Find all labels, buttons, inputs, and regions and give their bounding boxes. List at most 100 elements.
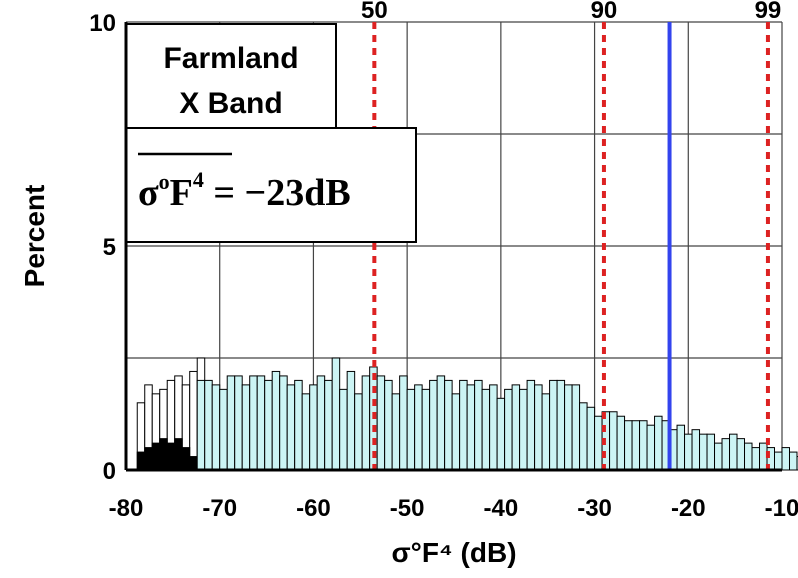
formula-exponent: 4 — [193, 167, 204, 192]
bar-main-58 — [631, 420, 641, 471]
box-line-1: Farmland — [163, 42, 298, 75]
bar-main-35 — [459, 379, 468, 471]
bar-main-40 — [496, 397, 506, 471]
bar-main-36 — [466, 384, 476, 471]
x-tick-label-6: -20 — [671, 495, 706, 522]
bar-main-44 — [526, 379, 536, 471]
bar-main-28 — [406, 388, 416, 471]
y-tick-label-2: 10 — [89, 10, 116, 37]
bar-main-42 — [511, 384, 521, 471]
bar-main-30 — [421, 388, 431, 471]
bar-main-9 — [264, 379, 273, 471]
bar-main-55 — [609, 411, 618, 471]
bar-main-56 — [616, 415, 626, 471]
y-tick-label-0: 0 — [103, 458, 116, 485]
reference-lines: 50 90 99 — [361, 0, 781, 470]
bar-main-66 — [691, 429, 701, 471]
bar-main-6 — [241, 384, 251, 471]
bar-main-77 — [774, 451, 783, 471]
bar-main-22 — [361, 375, 371, 471]
percentile-label-2: 99 — [755, 0, 782, 24]
bar-main-52 — [586, 406, 596, 471]
bar-main-24 — [376, 375, 386, 471]
bar-main-57 — [624, 420, 633, 471]
bar-main-15 — [309, 384, 318, 471]
formula-degree: o — [159, 169, 170, 194]
bar-main-71 — [729, 433, 738, 471]
bar-main-79 — [788, 451, 798, 471]
bar-solid-6 — [181, 447, 191, 471]
bar-main-4 — [226, 375, 236, 471]
x-tick-label-4: -40 — [484, 495, 519, 522]
bar-main-69 — [714, 442, 723, 471]
bar-main-80 — [796, 456, 798, 471]
bar-main-17 — [324, 379, 333, 471]
bar-main-45 — [534, 384, 543, 471]
bar-main-75 — [759, 442, 768, 471]
bar-main-34 — [451, 393, 461, 471]
x-axis-title: σ°F⁴ (dB) — [391, 537, 516, 568]
bar-solid-3 — [159, 438, 168, 471]
bar-main-3 — [219, 388, 228, 471]
box-line-2: X Band — [179, 87, 282, 120]
bar-main-2 — [211, 384, 221, 471]
bar-main-0 — [196, 379, 206, 471]
bar-main-43 — [519, 388, 528, 471]
bar-main-5 — [234, 375, 243, 471]
bar-main-65 — [684, 433, 693, 471]
bar-main-25 — [384, 379, 393, 471]
percentile-label-0: 50 — [361, 0, 388, 24]
bar-main-20 — [346, 370, 356, 471]
formula-sigma: σ — [138, 172, 159, 214]
bar-main-51 — [579, 402, 588, 471]
bar-main-37 — [474, 379, 483, 471]
bar-main-50 — [571, 384, 581, 471]
bar-main-29 — [414, 384, 423, 471]
bar-main-21 — [354, 393, 363, 471]
x-tick-label-0: -80 — [109, 495, 144, 522]
mean-box — [125, 127, 417, 243]
annotation-boxes: Farmland X Band σoF4 = −23dB — [125, 23, 417, 243]
bar-main-78 — [781, 447, 790, 471]
bar-open-7 — [189, 370, 198, 471]
bar-solid-1 — [144, 447, 153, 471]
bar-main-12 — [286, 384, 296, 471]
percentile-label-1: 90 — [591, 0, 618, 24]
mean-formula: σoF4 = −23dB — [138, 167, 351, 214]
x-tick-label-1: -70 — [202, 495, 237, 522]
bar-main-61 — [654, 415, 663, 471]
bar-main-47 — [549, 379, 558, 471]
bar-main-48 — [556, 379, 566, 471]
formula-f: F — [170, 172, 193, 214]
bar-solid-5 — [174, 438, 183, 471]
bar-main-1 — [204, 379, 213, 471]
bar-main-32 — [436, 375, 446, 471]
y-tick-label-1: 5 — [103, 234, 116, 261]
bar-main-59 — [639, 420, 648, 471]
bar-main-70 — [721, 438, 731, 471]
bar-main-27 — [399, 375, 408, 471]
x-tick-label-3: -50 — [390, 495, 425, 522]
bar-main-46 — [541, 393, 551, 471]
bar-main-68 — [706, 433, 716, 471]
bar-main-16 — [316, 375, 326, 471]
bar-main-49 — [564, 384, 573, 471]
bar-main-60 — [646, 424, 656, 471]
bar-main-41 — [504, 388, 513, 471]
histogram-bins — [136, 357, 798, 471]
bar-main-33 — [444, 379, 453, 471]
bar-main-31 — [429, 379, 438, 471]
y-axis-title: Percent — [19, 185, 50, 288]
bar-solid-4 — [166, 442, 176, 471]
bar-main-67 — [699, 433, 708, 471]
x-tick-label-7: -10 — [765, 495, 798, 522]
bar-main-74 — [751, 447, 761, 471]
bar-main-13 — [294, 379, 303, 471]
bar-main-53 — [594, 415, 603, 471]
x-tick-label-5: -30 — [577, 495, 612, 522]
bar-main-8 — [256, 375, 266, 471]
bar-main-26 — [391, 393, 401, 471]
bar-main-14 — [301, 393, 311, 471]
bar-solid-7 — [189, 456, 198, 471]
